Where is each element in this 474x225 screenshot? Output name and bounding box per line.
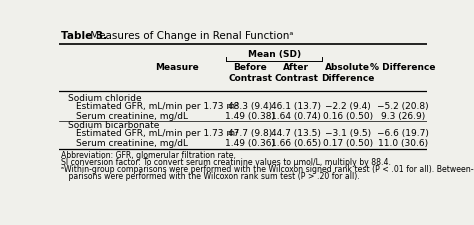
Text: 47.7 (9.8): 47.7 (9.8) [228,129,273,138]
Text: 1.64 (0.74): 1.64 (0.74) [271,112,321,122]
Text: −2.2 (9.4): −2.2 (9.4) [325,102,371,111]
Text: Serum creatinine, mg/dL: Serum creatinine, mg/dL [76,140,188,148]
Text: −3.1 (9.5): −3.1 (9.5) [325,129,371,138]
Text: −6.6 (19.7): −6.6 (19.7) [377,129,428,138]
Text: After
Contrast: After Contrast [274,63,318,83]
Text: Estimated GFR, mL/min per 1.73 m²: Estimated GFR, mL/min per 1.73 m² [76,129,238,138]
Text: SI conversion factor: To convert serum creatinine values to μmol/L, multiply by : SI conversion factor: To convert serum c… [61,158,391,167]
Text: Before
Contrast: Before Contrast [228,63,272,83]
Text: Sodium chloride: Sodium chloride [68,94,142,103]
Text: Measures of Change in Renal Functionᵃ: Measures of Change in Renal Functionᵃ [87,31,293,41]
Text: −5.2 (20.8): −5.2 (20.8) [377,102,428,111]
Text: Mean (SD): Mean (SD) [247,50,301,59]
Text: 0.17 (0.50): 0.17 (0.50) [323,140,373,148]
Text: % Difference: % Difference [370,63,436,72]
Text: 46.1 (13.7): 46.1 (13.7) [271,102,321,111]
Text: Absolute
Difference: Absolute Difference [321,63,374,83]
Text: 11.0 (30.6): 11.0 (30.6) [378,140,428,148]
Text: 44.7 (13.5): 44.7 (13.5) [271,129,321,138]
Text: Serum creatinine, mg/dL: Serum creatinine, mg/dL [76,112,188,122]
Text: 0.16 (0.50): 0.16 (0.50) [323,112,373,122]
Text: Table 3.: Table 3. [61,31,107,41]
Text: 9.3 (26.9): 9.3 (26.9) [381,112,425,122]
Text: Sodium bicarbonate: Sodium bicarbonate [68,121,160,130]
Text: ᵃWithin-group comparisons were performed with the Wilcoxon signed rank test (P <: ᵃWithin-group comparisons were performed… [61,165,474,174]
Text: parisons were performed with the Wilcoxon rank sum test (P > .20 for all).: parisons were performed with the Wilcoxo… [61,172,360,181]
Text: Measure: Measure [155,63,199,72]
Text: Estimated GFR, mL/min per 1.73 m²: Estimated GFR, mL/min per 1.73 m² [76,102,238,111]
Text: 48.3 (9.4): 48.3 (9.4) [228,102,273,111]
Text: 1.49 (0.36): 1.49 (0.36) [225,140,275,148]
Text: Abbreviation: GFR, glomerular filtration rate.: Abbreviation: GFR, glomerular filtration… [61,151,236,160]
Text: 1.49 (0.38): 1.49 (0.38) [225,112,275,122]
Text: 1.66 (0.65): 1.66 (0.65) [271,140,321,148]
